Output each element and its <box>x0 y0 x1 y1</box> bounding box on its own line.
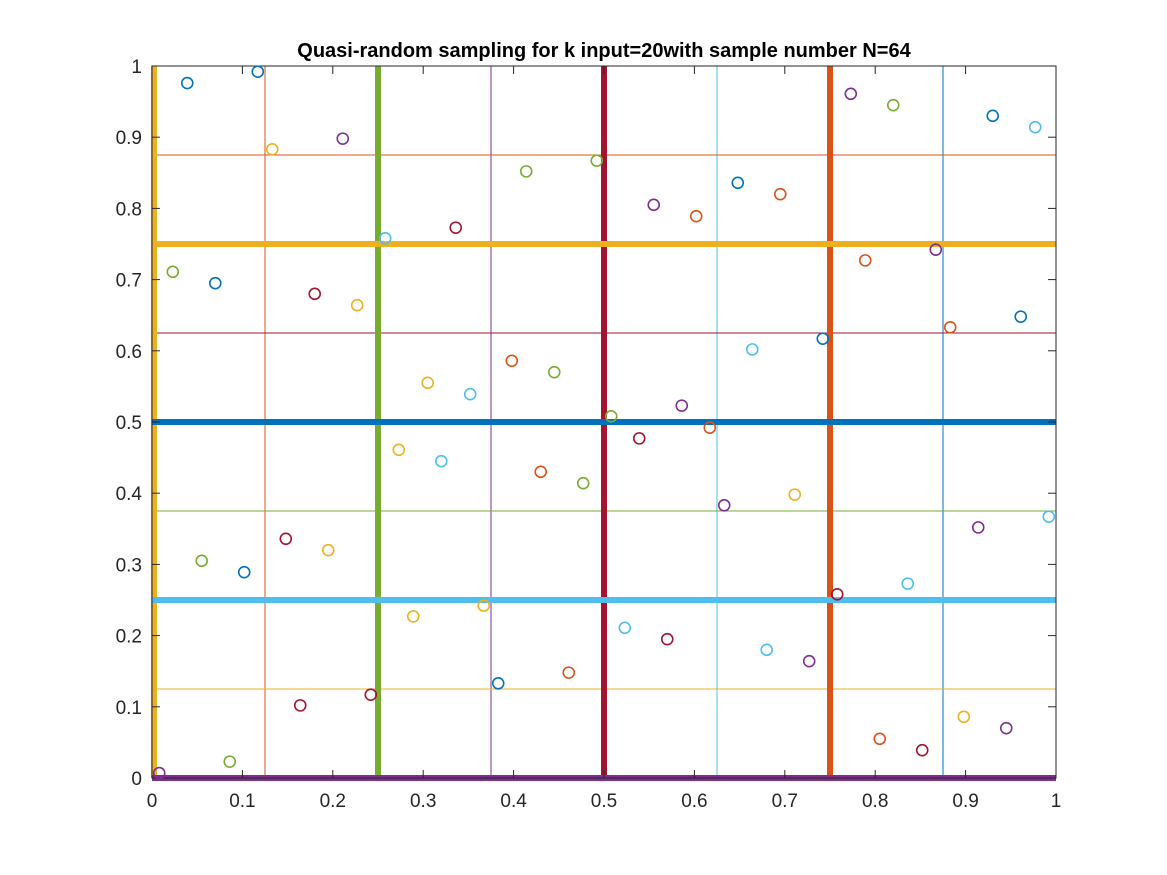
sample-point <box>943 321 957 334</box>
sample-point <box>816 332 830 345</box>
sample-point <box>534 465 548 479</box>
x-tick-label: 0.3 <box>410 791 436 812</box>
x-tick-label: 0.6 <box>681 791 707 812</box>
sample-point <box>830 588 844 601</box>
sample-point <box>689 209 703 223</box>
sample-point <box>703 421 717 434</box>
sample-point <box>562 666 576 679</box>
sample-point <box>265 143 279 156</box>
sample-point <box>293 699 307 712</box>
sample-point <box>1028 120 1042 134</box>
sample-point <box>251 65 265 78</box>
sample-point <box>321 543 335 557</box>
sample-point <box>858 254 872 267</box>
sample-point <box>378 232 392 245</box>
sample-point <box>929 243 943 256</box>
y-tick-label: 0.6 <box>116 342 142 363</box>
sample-point <box>886 98 900 112</box>
y-tick-label: 0.5 <box>116 413 142 434</box>
sample-point <box>604 410 618 423</box>
sample-points <box>152 65 1056 780</box>
sample-point <box>576 476 590 490</box>
sample-point <box>308 287 322 301</box>
sample-point <box>449 221 463 234</box>
sample-point <box>660 632 674 646</box>
sample-point <box>223 755 237 768</box>
x-tick-label: 0.2 <box>320 791 346 812</box>
sample-point <box>279 532 293 546</box>
sample-point <box>336 132 350 145</box>
sample-point <box>350 298 364 312</box>
y-tick-label: 0.9 <box>116 128 142 149</box>
sample-point <box>590 154 604 167</box>
y-tick-label: 1 <box>131 57 142 78</box>
y-tick-label: 0.3 <box>116 555 142 576</box>
x-tick-label: 0.5 <box>591 791 617 812</box>
sample-point <box>463 387 477 401</box>
x-tick-label: 0.8 <box>862 791 888 812</box>
y-tick-label: 0.2 <box>116 627 142 648</box>
sample-point <box>971 521 985 534</box>
sample-point <box>745 343 759 356</box>
sample-point <box>717 499 731 512</box>
sample-point <box>364 688 378 701</box>
sample-point <box>166 265 180 279</box>
sample-point <box>675 399 689 412</box>
sample-point <box>844 87 858 101</box>
sample-point <box>986 109 1000 123</box>
sample-point <box>1014 310 1028 323</box>
sample-point <box>195 554 209 568</box>
x-tick-label: 1 <box>1051 791 1062 812</box>
sample-point <box>237 565 251 579</box>
x-tick-label: 0 <box>147 791 158 812</box>
sample-point <box>392 443 406 457</box>
sample-point <box>208 276 222 290</box>
y-tick-label: 0.7 <box>116 271 142 292</box>
sample-point <box>731 176 745 190</box>
sample-point <box>999 721 1013 735</box>
chart-title: Quasi-random sampling for k input=20with… <box>297 40 911 62</box>
tick-labels: 0 0.1 0.2 0.3 0.4 0.5 0.6 0.7 0.8 0.9 1 0 0.1 0.2 0.3 0… <box>116 57 1062 812</box>
sample-point <box>618 621 632 635</box>
y-tick-label: 0.8 <box>116 199 142 220</box>
sample-point <box>421 376 435 390</box>
x-tick-label: 0.9 <box>952 791 978 812</box>
y-tick-label: 0 <box>131 769 142 790</box>
sample-point <box>957 710 971 724</box>
sample-point <box>434 454 448 468</box>
sample-point <box>1042 510 1056 523</box>
sample-point <box>901 577 915 590</box>
x-tick-label: 0.4 <box>500 791 527 812</box>
sample-point <box>647 198 661 212</box>
sample-point <box>491 677 505 690</box>
sample-point <box>788 488 802 501</box>
sample-point <box>477 599 491 612</box>
axes <box>151 65 1057 779</box>
sample-point <box>505 354 519 368</box>
x-tick-label: 0.1 <box>229 791 255 812</box>
sample-point <box>180 76 194 90</box>
y-tick-label: 0.4 <box>116 484 143 505</box>
sample-point <box>152 766 166 780</box>
sample-point <box>760 643 774 657</box>
sample-point <box>519 165 533 178</box>
sample-point <box>915 743 929 757</box>
y-tick-label: 0.1 <box>116 698 142 719</box>
sample-point <box>873 732 887 746</box>
sample-point <box>406 610 420 623</box>
sample-point <box>802 654 816 668</box>
sample-point <box>547 365 561 379</box>
sample-point <box>632 432 646 445</box>
x-tick-label: 0.7 <box>772 791 798 812</box>
sample-point <box>773 187 787 201</box>
